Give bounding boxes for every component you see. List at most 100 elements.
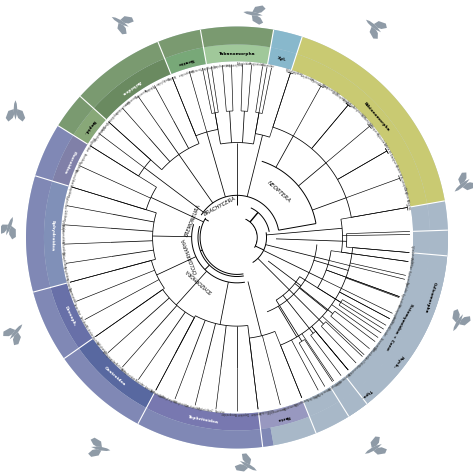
Text: Sphaeroceridae: Sphaeroceridae [333, 370, 351, 386]
Text: Nymphomyiidae: Nymphomyiidae [321, 84, 341, 97]
Text: Muscidae: Muscidae [133, 378, 146, 387]
Polygon shape [118, 24, 127, 35]
Polygon shape [203, 45, 271, 65]
Text: Lauxaniidae: Lauxaniidae [258, 407, 274, 414]
Polygon shape [10, 325, 22, 339]
Text: Bradysia sp.: Bradysia sp. [388, 152, 399, 168]
Text: BRACHYCERA: BRACHYCERA [203, 195, 237, 216]
Polygon shape [374, 22, 387, 30]
Polygon shape [13, 333, 21, 346]
Polygon shape [44, 182, 69, 288]
Text: Diastatidae: Diastatidae [365, 344, 376, 358]
Text: Agromyzidae: Agromyzidae [67, 287, 77, 304]
Text: Orfelia sp.: Orfelia sp. [382, 142, 392, 155]
Text: Fanniidae: Fanniidae [143, 385, 156, 394]
Text: Pallopteridae: Pallopteridae [173, 399, 190, 407]
Polygon shape [339, 201, 448, 416]
Polygon shape [374, 447, 387, 455]
Polygon shape [88, 449, 101, 457]
Polygon shape [252, 16, 263, 26]
Text: Tabanomorpha: Tabanomorpha [219, 52, 255, 56]
Polygon shape [26, 127, 273, 448]
Polygon shape [370, 28, 378, 40]
Circle shape [218, 219, 256, 257]
Text: Mydidae: Mydidae [143, 83, 155, 92]
Polygon shape [452, 309, 460, 323]
Text: Stratiomyidae: Stratiomyidae [212, 61, 230, 67]
Polygon shape [297, 38, 445, 205]
Polygon shape [79, 339, 155, 408]
Text: Heleomyzidae: Heleomyzidae [324, 377, 341, 391]
Text: Rhagionidae: Rhagionidae [249, 62, 265, 67]
Polygon shape [240, 461, 257, 471]
Polygon shape [93, 60, 171, 120]
Text: Pachyneuridae: Pachyneuridae [350, 105, 367, 120]
Text: Heterocheilidae: Heterocheilidae [312, 384, 331, 398]
Polygon shape [459, 317, 471, 326]
Polygon shape [271, 231, 448, 446]
Text: Asilidae: Asilidae [165, 73, 176, 80]
Text: Athericidae: Athericidae [237, 62, 251, 66]
Text: Nerio: Nerio [276, 413, 290, 420]
Text: Bibio sp.: Bibio sp. [405, 198, 411, 210]
Polygon shape [258, 401, 310, 429]
Text: Neriidae: Neriidae [214, 409, 225, 414]
Text: Camillidae: Camillidae [356, 353, 368, 366]
Text: Psych.: Psych. [391, 353, 403, 368]
Text: Sarcophagidae: Sarcophagidae [101, 349, 117, 365]
Polygon shape [458, 173, 466, 185]
Text: Chloropidae: Chloropidae [64, 277, 73, 292]
Text: Cylindrotomidae: Cylindrotomidae [409, 244, 414, 265]
Text: Hybotidae: Hybotidae [98, 119, 109, 132]
Polygon shape [453, 315, 463, 331]
Text: Phoroidea: Phoroidea [62, 149, 76, 174]
Text: Platypezidae: Platypezidae [84, 136, 95, 152]
Text: Bibionomorpha: Bibionomorpha [363, 102, 390, 133]
Text: Carnidae: Carnidae [78, 315, 87, 326]
Text: Oestroidea: Oestroidea [103, 366, 126, 387]
Text: CYCLORRHAPHA: CYCLORRHAPHA [182, 236, 199, 274]
Polygon shape [112, 18, 128, 28]
Text: Sciomyzidae: Sciomyzidae [292, 396, 309, 406]
Text: Culicidae: Culicidae [381, 324, 390, 336]
Text: Xyl.: Xyl. [277, 56, 287, 62]
Text: Canacidae: Canacidae [73, 302, 82, 315]
Text: Scenopinidae: Scenopinidae [177, 67, 194, 76]
Text: Tipulidae: Tipulidae [402, 280, 409, 292]
Text: Pyrgotidae: Pyrgotidae [60, 218, 65, 232]
Text: Pediciidae: Pediciidae [408, 256, 413, 269]
Text: Dilophus sp.: Dilophus sp. [402, 187, 410, 202]
Text: Stratio: Stratio [177, 57, 195, 65]
Polygon shape [51, 284, 93, 348]
Text: Cecidomyiidae: Cecidomyiidae [359, 113, 375, 129]
Text: Anthomyiidae: Anthomyiidae [149, 388, 167, 399]
Polygon shape [91, 446, 110, 451]
Text: Culicomorpha: Culicomorpha [423, 281, 437, 313]
Text: Nemestrinidae: Nemestrinidae [114, 99, 130, 114]
Polygon shape [244, 12, 263, 17]
Text: Calliphoridae: Calliphoridae [95, 341, 109, 356]
Polygon shape [235, 464, 248, 472]
Text: Platystomatidae: Platystomatidae [60, 224, 64, 244]
Polygon shape [58, 28, 273, 136]
Text: Tephritoidea: Tephritoidea [188, 415, 219, 424]
Text: Xylophagidae: Xylophagidae [284, 69, 302, 77]
Text: Ephydridae: Ephydridae [62, 266, 69, 281]
Polygon shape [268, 48, 297, 71]
Text: Chamaemyiidae: Chamaemyiidae [265, 404, 286, 413]
Text: Richardiidae: Richardiidae [60, 240, 65, 257]
Polygon shape [346, 253, 429, 390]
Text: Trichoceridae: Trichoceridae [404, 268, 411, 285]
Text: Axymyiidae: Axymyiidae [341, 97, 355, 109]
Polygon shape [14, 101, 17, 120]
Text: Tachinidae: Tachinidae [113, 361, 126, 373]
Text: Scathophagidae: Scathophagidae [157, 393, 178, 404]
Text: Mycetophila sp.: Mycetophila sp. [398, 175, 409, 195]
Text: Ptychopteridae: Ptychopteridae [310, 78, 329, 90]
Text: Conopidae: Conopidae [65, 182, 73, 196]
Polygon shape [463, 183, 474, 191]
Polygon shape [17, 110, 25, 122]
Text: Dryomyzidae: Dryomyzidae [281, 400, 297, 409]
Polygon shape [146, 393, 261, 431]
Text: Ephydroidea: Ephydroidea [50, 219, 55, 250]
